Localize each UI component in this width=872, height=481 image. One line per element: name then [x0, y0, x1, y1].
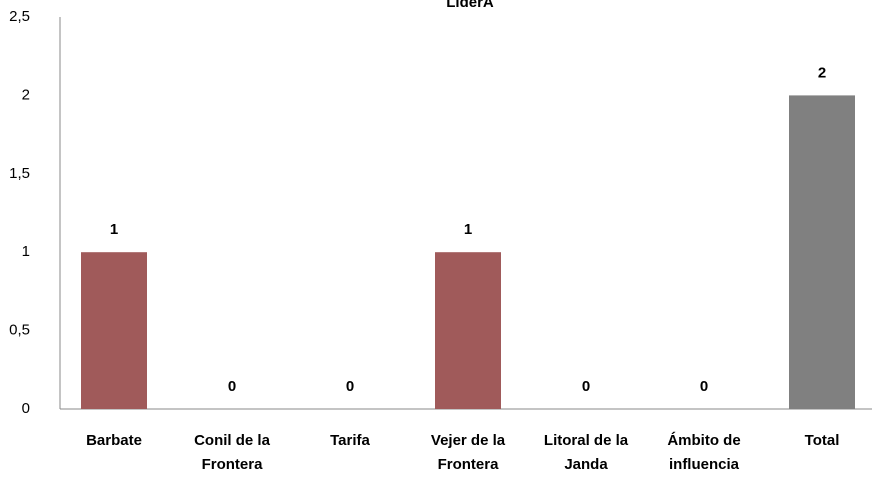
- data-label: 1: [464, 221, 472, 238]
- data-label: 0: [700, 378, 708, 395]
- x-tick-label: Conil de la Frontera: [194, 432, 270, 473]
- data-label: 2: [818, 64, 826, 81]
- data-label: 0: [346, 378, 354, 395]
- x-tick-label: Barbate: [86, 432, 142, 449]
- data-label: 0: [582, 378, 590, 395]
- x-tick-label: Litoral de la Janda: [543, 432, 629, 473]
- x-tick-label: Total: [804, 432, 840, 449]
- bar: [789, 95, 855, 410]
- data-label: 0: [228, 378, 236, 395]
- y-tick-label: 1: [22, 243, 30, 260]
- y-tick-label: 2,5: [9, 8, 30, 25]
- y-tick-label: 0: [22, 400, 30, 417]
- data-label: 1: [110, 221, 118, 238]
- y-tick-label: 0,5: [9, 322, 30, 339]
- chart-title: LiderA: [446, 0, 494, 11]
- y-tick-label: 1,5: [9, 165, 30, 182]
- x-tick-label: Ámbito de influencia: [667, 432, 741, 473]
- bar: [81, 252, 147, 409]
- bar: [435, 252, 501, 409]
- x-tick-label: Vejer de la Frontera: [430, 432, 506, 473]
- y-tick-label: 2: [22, 86, 30, 103]
- x-tick-label: Tarifa: [330, 432, 370, 449]
